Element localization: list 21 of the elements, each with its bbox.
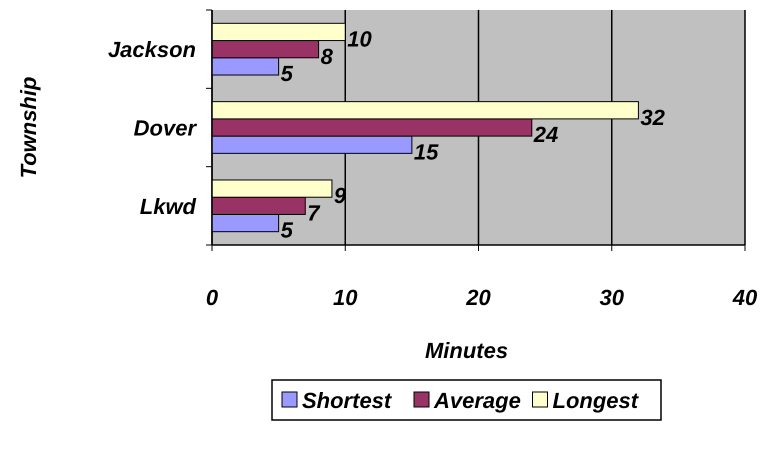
x-tick-label: 10 [333,285,358,310]
x-tick-label: 20 [465,285,492,310]
data-label: 7 [307,200,322,226]
y-tick-label: Dover [134,116,198,140]
x-tick-label: 0 [206,285,219,310]
y-axis-title: Township [16,76,41,178]
legend-label: Shortest [302,388,393,413]
y-tick-label: Lkwd [140,194,197,219]
legend-label: Longest [552,388,640,413]
data-label: 15 [414,139,440,164]
data-label: 5 [280,61,294,86]
x-axis-title: Minutes [424,338,508,363]
data-label: 5 [280,218,294,243]
y-tick-label: Jackson [108,37,196,62]
x-tick-label: 30 [600,285,625,310]
x-tick-label: 40 [732,285,758,310]
data-label: 32 [640,104,666,130]
legend-label: Average [433,388,521,413]
data-label: 10 [347,26,372,52]
data-label: 8 [320,44,334,69]
data-label: 24 [532,122,558,148]
